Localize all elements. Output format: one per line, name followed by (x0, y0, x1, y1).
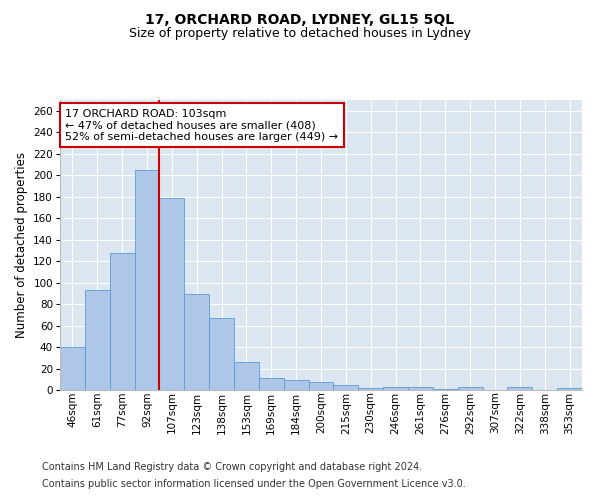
Text: Size of property relative to detached houses in Lydney: Size of property relative to detached ho… (129, 28, 471, 40)
Bar (358, 388, 383, 390)
Bar (284, 380, 308, 390)
Bar (184, 294, 209, 390)
Bar (308, 382, 334, 390)
Bar (557, 388, 582, 390)
Bar (408, 387, 433, 390)
Bar (259, 378, 284, 390)
Text: 17, ORCHARD ROAD, LYDNEY, GL15 5QL: 17, ORCHARD ROAD, LYDNEY, GL15 5QL (145, 12, 455, 26)
Bar (458, 387, 482, 390)
Bar (85, 290, 110, 390)
Bar (433, 389, 458, 390)
Bar (160, 198, 184, 390)
Text: 17 ORCHARD ROAD: 103sqm
← 47% of detached houses are smaller (408)
52% of semi-d: 17 ORCHARD ROAD: 103sqm ← 47% of detache… (65, 108, 338, 142)
Bar (508, 387, 532, 390)
Bar (60, 347, 85, 390)
Y-axis label: Number of detached properties: Number of detached properties (15, 152, 28, 338)
Bar (209, 318, 234, 390)
Bar (234, 362, 259, 390)
Bar (334, 384, 358, 390)
Text: Contains public sector information licensed under the Open Government Licence v3: Contains public sector information licen… (42, 479, 466, 489)
Bar (383, 387, 408, 390)
Text: Contains HM Land Registry data © Crown copyright and database right 2024.: Contains HM Land Registry data © Crown c… (42, 462, 422, 472)
Bar (134, 170, 160, 390)
Bar (110, 252, 134, 390)
